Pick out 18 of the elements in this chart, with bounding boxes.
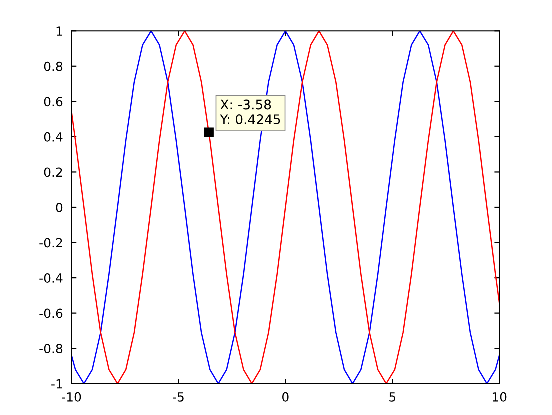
y-tick-label: -0.6 — [40, 308, 63, 318]
line-series — [72, 31, 500, 384]
x-tick-label: -5 — [173, 392, 184, 402]
annotation: X: -3.58 Y: 0.4245 — [220, 100, 280, 125]
x-tick-label: 0 — [282, 392, 289, 402]
y-tick-label: 0.8 — [44, 62, 63, 72]
y-tick-label: -1 — [52, 380, 62, 389]
y-tick-label: -0.4 — [40, 274, 63, 283]
y-tick-label: 0 — [56, 202, 63, 212]
y-tick-label: 0.2 — [44, 168, 62, 178]
x-tick-label: -10 — [62, 392, 82, 402]
y-tick-label: 0.4 — [44, 132, 63, 142]
x-tick-label: 5 — [390, 392, 396, 402]
y-tick-label: 1 — [56, 26, 62, 36]
y-tick-label: 0.6 — [44, 97, 63, 107]
y-tick-label: -0.2 — [40, 238, 62, 248]
x-tick-label: 10 — [492, 392, 507, 402]
y-tick-label: -0.8 — [40, 344, 63, 354]
